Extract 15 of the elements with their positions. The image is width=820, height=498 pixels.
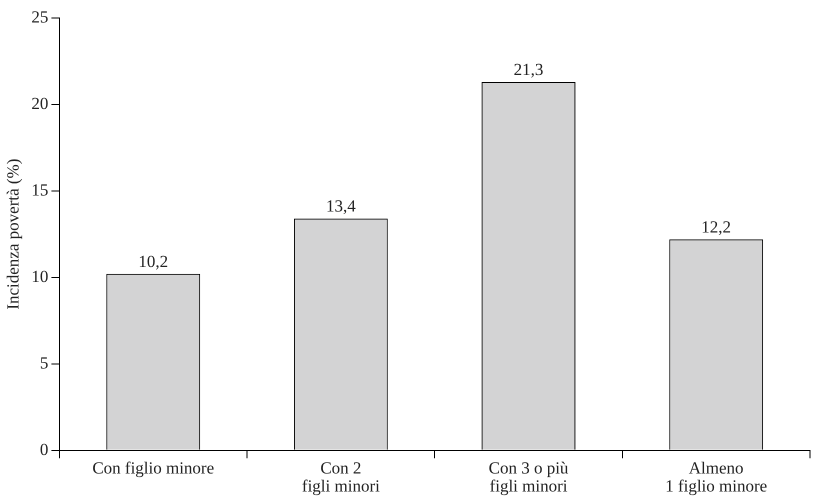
y-tick-label: 0 bbox=[40, 440, 48, 459]
y-tick-label: 25 bbox=[31, 7, 48, 26]
y-tick-label: 15 bbox=[31, 180, 48, 200]
data-label: 13,4 bbox=[326, 196, 356, 216]
data-label: 10,2 bbox=[138, 252, 168, 271]
x-tick-label: Con 3 o più figli minori bbox=[488, 458, 569, 496]
y-tick-label: 5 bbox=[40, 353, 48, 372]
x-tick-label: Con 2 figli minori bbox=[302, 458, 380, 496]
y-axis-title: Incidenza povertà (%) bbox=[4, 158, 23, 310]
data-label: 21,3 bbox=[514, 60, 544, 79]
y-tick-label: 10 bbox=[31, 266, 48, 286]
data-label: 12,2 bbox=[701, 217, 732, 236]
x-tick-label: Almeno 1 figlio minore bbox=[665, 458, 768, 496]
x-tick-label: Con figlio minore bbox=[92, 458, 214, 478]
y-tick-label: 20 bbox=[31, 94, 48, 113]
